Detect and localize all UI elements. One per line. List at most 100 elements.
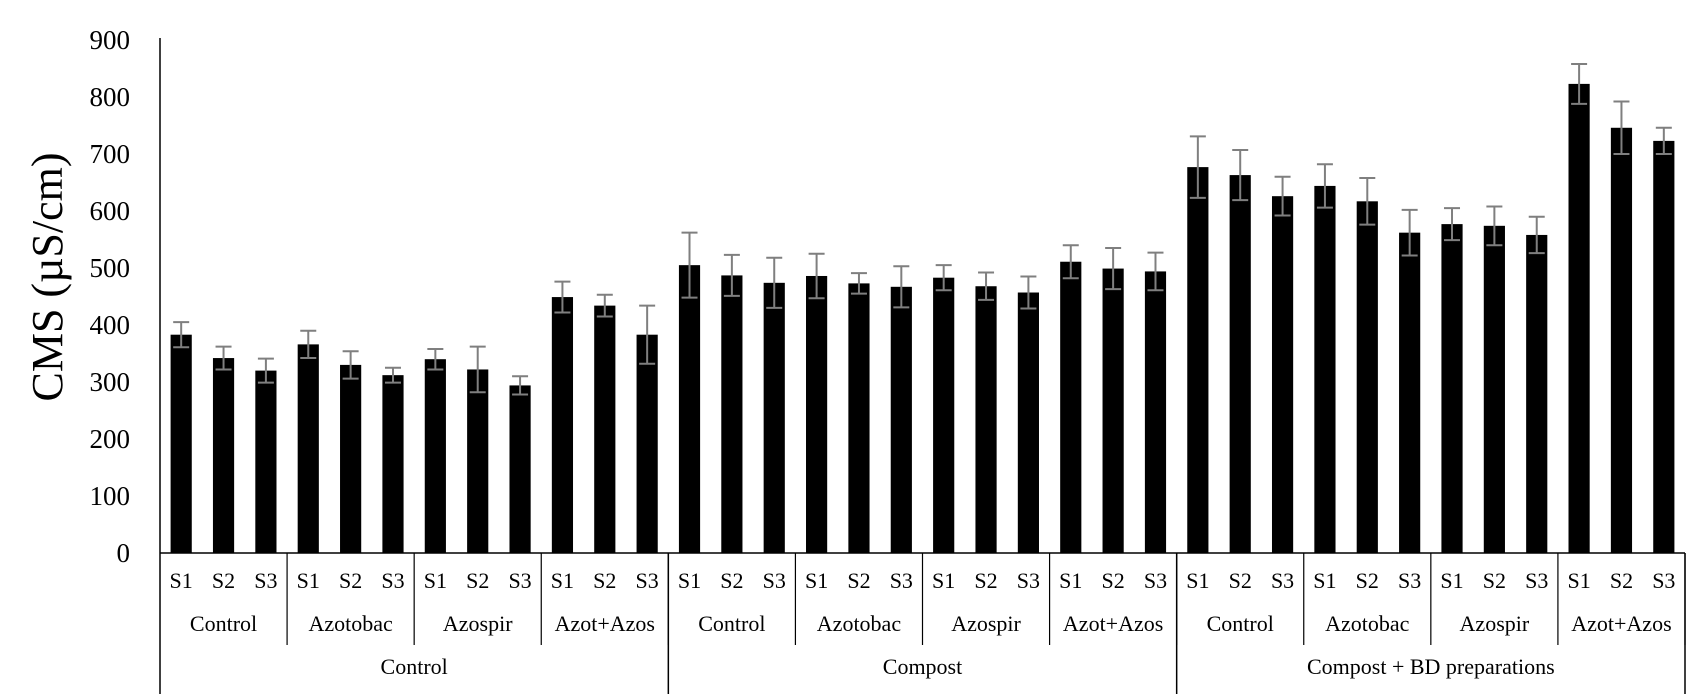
bar [467,369,489,553]
x-tick-label: S3 [636,568,659,593]
bars [170,62,1675,554]
y-tick-label: 100 [90,481,131,511]
x-tick-label: S1 [424,568,447,593]
x-subgroup-label: Azotobac [308,611,393,636]
bar [382,375,404,553]
y-tick-label: 800 [90,82,131,112]
bar [297,344,319,553]
bar [594,305,616,553]
x-tick-label: S1 [1313,568,1336,593]
x-subgroup-label: Control [698,611,765,636]
x-subgroup-label: Azot+Azos [1571,611,1671,636]
bar [975,286,997,553]
y-tick-label: 600 [90,196,131,226]
x-subgroup-label: Azospir [1460,611,1530,636]
bar [636,334,658,553]
y-tick-label: 900 [90,25,131,55]
x-tick-label: S2 [593,568,616,593]
bar [1017,292,1039,553]
bar [509,385,531,553]
bar [1060,261,1082,553]
bar [1568,83,1590,553]
x-tick-label: S3 [1652,568,1675,593]
y-tick-label: 200 [90,424,131,454]
bar [1271,196,1294,553]
x-tick-label: S3 [763,568,786,593]
x-subgroup-label: Azotobac [1325,611,1410,636]
x-tick-label: S1 [297,568,320,593]
x-tick-label: S3 [508,568,531,593]
y-tick-label: 500 [90,253,131,283]
bar [1441,224,1463,554]
bar [1483,225,1505,553]
bar [340,364,362,553]
y-axis: 0 100 200 300 400 500 600 700 800 900 [90,25,161,568]
bar [1144,271,1167,553]
x-tick-label: S2 [1356,568,1379,593]
x-subgroup-label: Azot+Azos [555,611,655,636]
y-tick-label: 300 [90,367,131,397]
bar [1102,268,1124,553]
x-tick-label: S3 [1017,568,1040,593]
y-tick-label: 400 [90,310,131,340]
x-tick-label: S1 [1567,568,1590,593]
x-tick-label: S2 [1229,568,1252,593]
y-tick-label: 700 [90,139,131,169]
x-axis: S1 S2 S3 Control S1 S2 S3 Azotobac S1 S2 S3 Azospir… [159,552,1686,694]
bar [848,283,870,553]
bar [424,359,446,553]
x-tick-label: S2 [212,568,235,593]
bar [1526,234,1548,553]
bar [1229,175,1251,553]
x-tick-label: S3 [1144,568,1167,593]
x-subgroup-label: Control [1207,611,1274,636]
x-tick-label: S2 [720,568,743,593]
x-tick-label: S3 [1398,568,1421,593]
bar [678,265,701,553]
x-tick-label: S1 [805,568,828,593]
bar [1187,167,1209,554]
x-subgroup-label: Control [190,611,257,636]
x-tick-label: S3 [254,568,277,593]
bar [806,275,828,553]
x-tick-label: S1 [551,568,574,593]
x-group-label: Compost + BD preparations [1307,654,1555,679]
bar [933,277,955,553]
x-tick-label: S1 [678,568,701,593]
x-tick-label: S2 [1102,568,1125,593]
bar [255,370,277,553]
x-tick-label: S1 [1059,568,1082,593]
y-tick-label: 0 [117,538,131,568]
x-tick-label: S2 [1483,568,1506,593]
x-subgroup-label: Azospir [443,611,513,636]
y-axis-title: CMS (µS/cm) [23,152,72,401]
x-group-label: Control [381,654,448,679]
x-tick-label: S3 [1271,568,1294,593]
bar [890,286,912,553]
x-tick-label: S1 [932,568,955,593]
x-tick-label: S2 [466,568,489,593]
bar [212,358,235,553]
x-tick-label: S3 [381,568,404,593]
x-tick-label: S3 [1525,568,1548,593]
x-tick-label: S3 [890,568,913,593]
bar [721,275,743,553]
x-tick-label: S1 [170,568,193,593]
bar [1610,127,1633,553]
x-subgroup-label: Azotobac [817,611,902,636]
x-tick-label: S2 [974,568,997,593]
x-tick-label: S2 [847,568,870,593]
x-subgroup-label: Azospir [951,611,1021,636]
x-tick-label: S2 [339,568,362,593]
x-group-label: Compost [883,654,962,679]
bar [1399,232,1421,553]
bar [551,297,574,553]
bar [1356,201,1378,553]
bar [763,282,785,553]
x-tick-label: S1 [1440,568,1463,593]
bar [1653,140,1675,553]
x-tick-label: S2 [1610,568,1633,593]
bar [1314,185,1336,554]
x-subgroup-label: Azot+Azos [1063,611,1163,636]
